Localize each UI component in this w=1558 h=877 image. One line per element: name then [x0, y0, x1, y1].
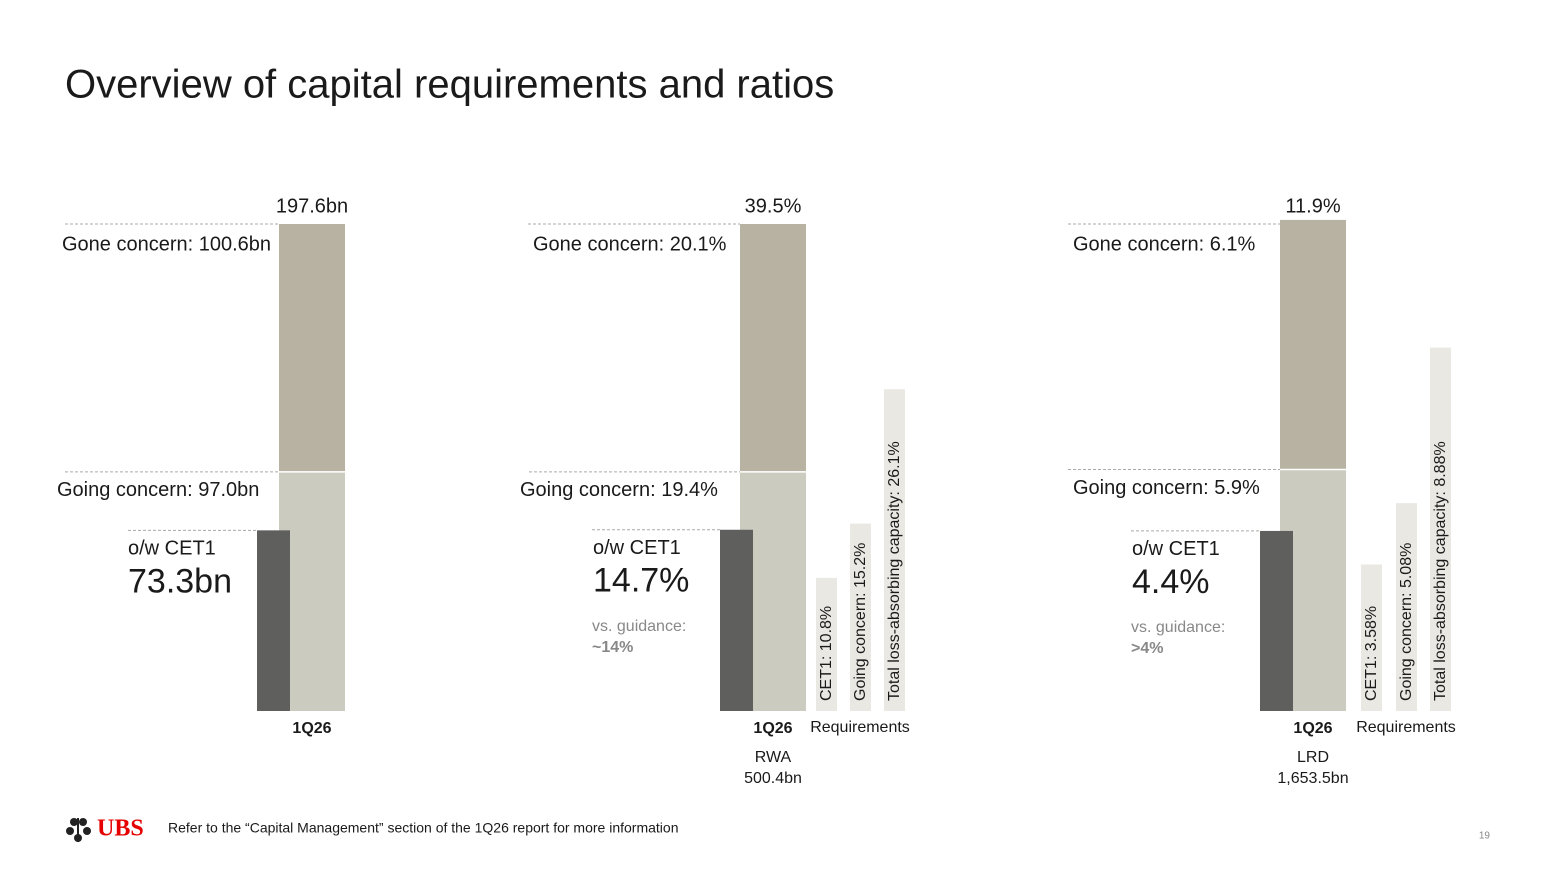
- requirement-bar: [1396, 503, 1417, 711]
- guidance-label: vs. guidance:: [1131, 619, 1225, 636]
- logo: UBS: [97, 816, 144, 842]
- requirement-bar: [884, 389, 905, 711]
- requirements-label: Requirements: [1356, 719, 1456, 736]
- base-label: LRD: [1297, 749, 1329, 766]
- cet1-label: o/w CET1: [128, 538, 216, 560]
- requirement-label: Total loss-absorbing capacity: 8.88%: [1432, 441, 1449, 701]
- guidance-value: ~14%: [592, 639, 633, 656]
- going-label: Going concern: 19.4%: [520, 479, 718, 501]
- requirement-bar: [850, 523, 871, 711]
- requirement-label: CET1: 3.58%: [1363, 606, 1380, 701]
- ubs-logo-icon: [66, 818, 91, 842]
- cet1-value: 73.3bn: [128, 562, 232, 600]
- total-label: 11.9%: [1285, 195, 1340, 217]
- total-label: 197.6bn: [276, 195, 348, 217]
- requirement-label: Going concern: 15.2%: [852, 543, 869, 701]
- requirements-label: Requirements: [810, 719, 910, 736]
- guidance-label: vs. guidance:: [592, 618, 686, 635]
- cet1-bar: [720, 529, 753, 711]
- total-label: 39.5%: [745, 195, 802, 217]
- guidance-value: >4%: [1131, 640, 1163, 657]
- bar-segment: [740, 224, 806, 472]
- title: Overview of capital requirements and rat…: [65, 63, 834, 107]
- requirement-bar: [1430, 347, 1451, 711]
- cet1-value: 4.4%: [1132, 563, 1210, 601]
- footer-note: Refer to the “Capital Management” sectio…: [168, 820, 678, 836]
- cet1-label: o/w CET1: [1132, 538, 1220, 560]
- category-label: 1Q26: [292, 720, 331, 737]
- bar-segment: [1280, 219, 1346, 470]
- bar-segment: [279, 224, 345, 472]
- requirement-label: CET1: 10.8%: [818, 606, 835, 701]
- category-label: 1Q26: [753, 720, 792, 737]
- cet1-bar: [1260, 530, 1293, 711]
- requirement-label: Going concern: 5.08%: [1398, 543, 1415, 701]
- requirement-bar: [816, 577, 837, 711]
- gone-label: Gone concern: 100.6bn: [62, 233, 271, 255]
- going-label: Going concern: 5.9%: [1073, 477, 1260, 499]
- category-label: 1Q26: [1293, 720, 1332, 737]
- gone-label: Gone concern: 20.1%: [533, 233, 727, 255]
- base-label: 500.4bn: [744, 770, 802, 787]
- requirement-bar: [1361, 564, 1382, 711]
- gone-label: Gone concern: 6.1%: [1073, 233, 1256, 255]
- base-label: RWA: [755, 749, 792, 766]
- cet1-label: o/w CET1: [593, 537, 681, 559]
- going-label: Going concern: 97.0bn: [57, 479, 259, 501]
- base-label: 1,653.5bn: [1277, 770, 1348, 787]
- page-number: 19: [1479, 831, 1491, 842]
- cet1-value: 14.7%: [593, 562, 689, 600]
- cet1-bar: [257, 530, 290, 711]
- requirement-label: Total loss-absorbing capacity: 26.1%: [886, 441, 903, 701]
